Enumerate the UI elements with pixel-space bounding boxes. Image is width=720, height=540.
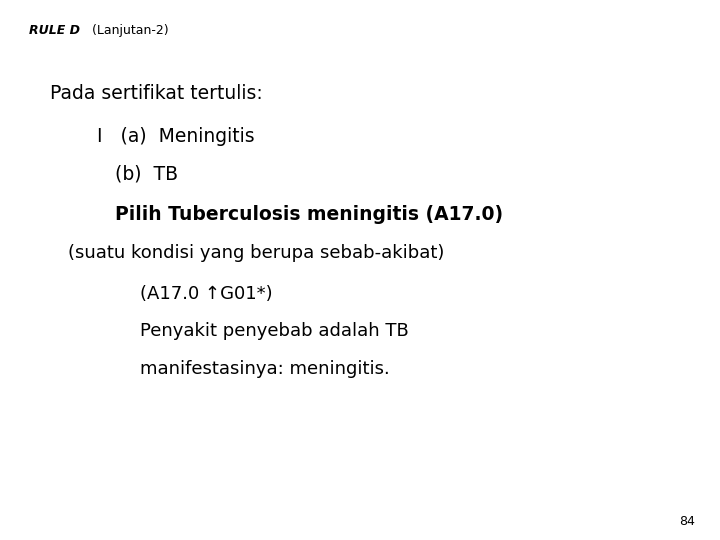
Text: (Lanjutan-2): (Lanjutan-2) xyxy=(84,24,168,37)
Text: RULE D: RULE D xyxy=(29,24,80,37)
Text: Pada sertifikat tertulis:: Pada sertifikat tertulis: xyxy=(50,84,263,103)
Text: (b)  TB: (b) TB xyxy=(115,165,179,184)
Text: 84: 84 xyxy=(679,515,695,528)
Text: Pilih Tuberculosis meningitis (A17.0): Pilih Tuberculosis meningitis (A17.0) xyxy=(115,205,503,224)
Text: I   (a)  Meningitis: I (a) Meningitis xyxy=(97,127,255,146)
Text: (suatu kondisi yang berupa sebab-akibat): (suatu kondisi yang berupa sebab-akibat) xyxy=(68,244,445,262)
Text: manifestasinya: meningitis.: manifestasinya: meningitis. xyxy=(140,360,390,378)
Text: (A17.0 ↑G01*): (A17.0 ↑G01*) xyxy=(140,285,273,302)
Text: Penyakit penyebab adalah TB: Penyakit penyebab adalah TB xyxy=(140,322,409,340)
